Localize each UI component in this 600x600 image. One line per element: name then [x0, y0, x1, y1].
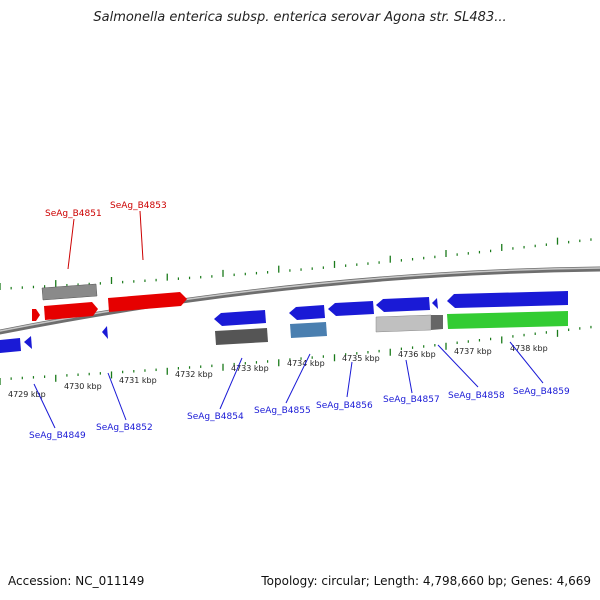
- gene-arrow-small-forward[interactable]: [32, 309, 40, 321]
- gene-label[interactable]: SeAg_B4854: [187, 412, 244, 422]
- gene-label[interactable]: SeAg_B4857: [383, 395, 440, 405]
- gene-arrow-SeAg_B4857-dark[interactable]: [431, 315, 443, 330]
- gene-arrow-SeAg_B4856[interactable]: [328, 301, 374, 316]
- accession-text: Accession: NC_011149: [8, 574, 145, 588]
- gene-labels-bottom: SeAg_B4849 SeAg_B4852 SeAg_B4854 SeAg_B4…: [29, 341, 570, 441]
- tick-marks-outer: [0, 237, 592, 290]
- forward-strand-genes: [32, 283, 187, 321]
- label-leader: [437, 344, 479, 388]
- label-leader: [107, 372, 127, 421]
- kbp-label: 4729 kbp: [8, 390, 46, 399]
- gene-arrow-SeAg_B4855-steel[interactable]: [290, 322, 327, 338]
- gene-label[interactable]: SeAg_B4859: [513, 387, 570, 397]
- topology-text: Topology: circular; Length: 4,798,660 bp…: [261, 574, 591, 588]
- gene-label[interactable]: SeAg_B4853: [110, 201, 167, 211]
- kbp-label: 4735 kbp: [342, 354, 380, 363]
- gene-arrow-SeAg_B4851[interactable]: [44, 302, 98, 320]
- label-leader: [139, 210, 144, 261]
- gene-label[interactable]: SeAg_B4849: [29, 431, 86, 441]
- gene-label[interactable]: SeAg_B4855: [254, 406, 311, 416]
- gene-labels-top: SeAg_B4851 SeAg_B4853: [45, 201, 167, 270]
- kbp-label: 4738 kbp: [510, 344, 548, 353]
- label-leader: [346, 361, 353, 398]
- gene-arrow-SeAg_B4857[interactable]: [376, 297, 430, 312]
- gene-arrow-SeAg_B4859[interactable]: [447, 291, 568, 308]
- label-leader: [33, 383, 56, 429]
- genome-title: Salmonella enterica subsp. enterica sero…: [93, 10, 507, 25]
- label-leader: [285, 353, 311, 404]
- gene-label[interactable]: SeAg_B4858: [448, 391, 505, 401]
- reverse-strand-genes: [0, 291, 568, 353]
- gene-arrow-SeAg_B4850[interactable]: [41, 283, 98, 301]
- label-leader: [67, 218, 75, 270]
- label-leader: [405, 359, 413, 394]
- kbp-label: 4731 kbp: [119, 376, 157, 385]
- tick-marks-inner: [0, 325, 592, 385]
- gene-arrow-small-reverse-2[interactable]: [432, 298, 438, 309]
- kbp-label: 4732 kbp: [175, 370, 213, 379]
- kbp-label: 4733 kbp: [231, 364, 269, 373]
- gene-arrow-SeAg_B4854[interactable]: [214, 310, 266, 326]
- gene-arrow-SeAg_B4857-light[interactable]: [375, 314, 432, 333]
- genome-backbone: [0, 266, 600, 335]
- kbp-label: 4736 kbp: [398, 350, 436, 359]
- gene-arrow-SeAg_B4852[interactable]: [102, 326, 108, 339]
- gene-arrow-SeAg_B4858[interactable]: [447, 311, 568, 329]
- gene-arrow-SeAg_B4849[interactable]: [0, 338, 21, 353]
- gene-arrow-SeAg_B4853[interactable]: [108, 292, 187, 312]
- gene-arrow-SeAg_B4855[interactable]: [289, 305, 325, 320]
- label-leader: [509, 341, 544, 384]
- kbp-label: 4730 kbp: [64, 382, 102, 391]
- gene-label[interactable]: SeAg_B4851: [45, 209, 102, 219]
- kbp-label: 4737 kbp: [454, 347, 492, 356]
- gene-label[interactable]: SeAg_B4856: [316, 401, 373, 411]
- gene-arrow-small-reverse-1[interactable]: [24, 336, 32, 349]
- gene-label[interactable]: SeAg_B4852: [96, 423, 153, 433]
- gene-arrow-SeAg_B4854-gray[interactable]: [215, 328, 268, 345]
- label-leader: [219, 357, 243, 410]
